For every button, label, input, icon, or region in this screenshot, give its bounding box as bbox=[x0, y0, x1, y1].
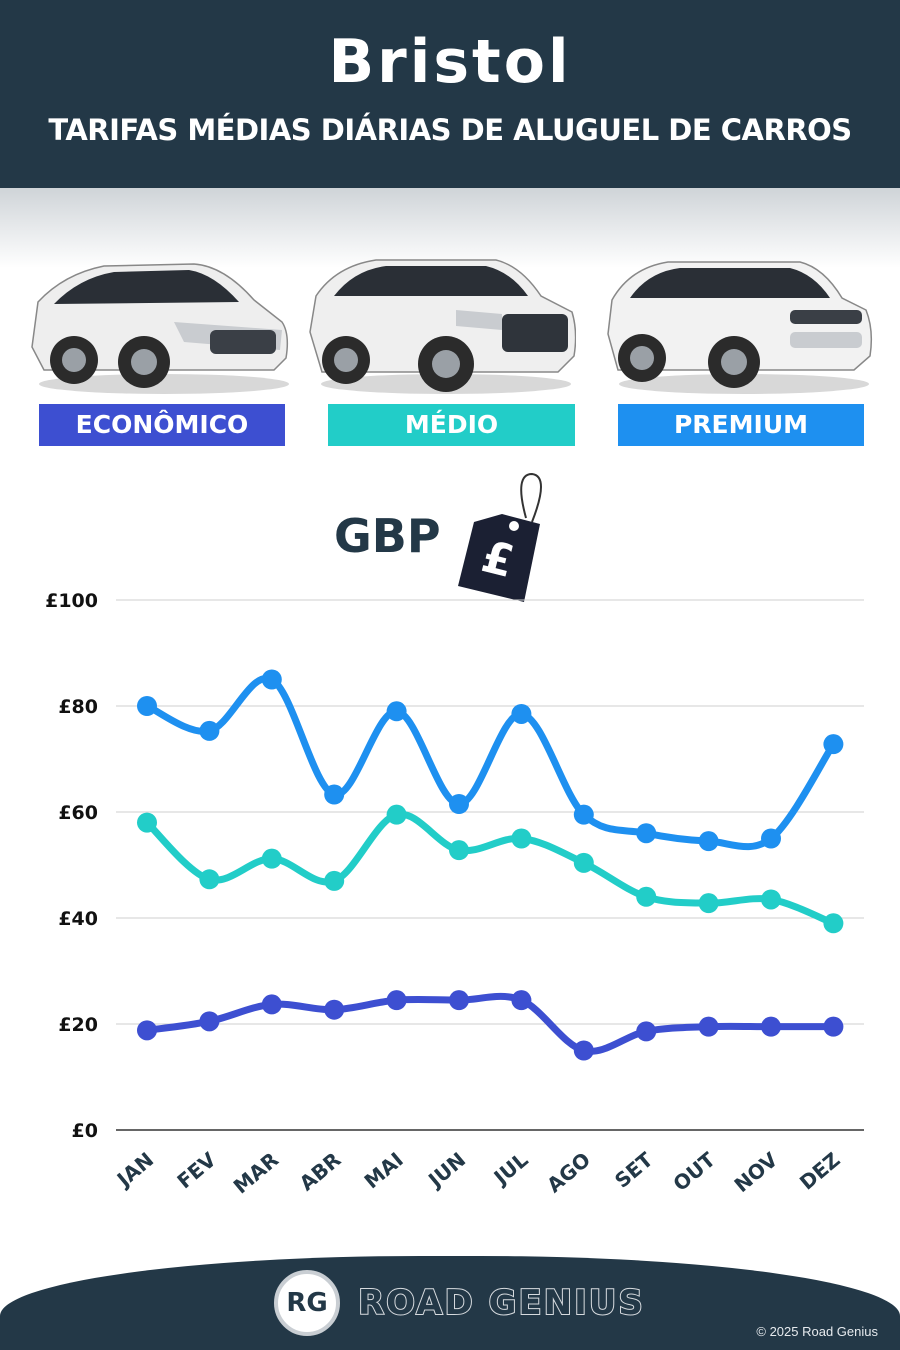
data-point-economico bbox=[386, 990, 407, 1011]
data-point-medio bbox=[511, 828, 532, 849]
data-point-premium bbox=[324, 784, 345, 805]
page-title: Bristol bbox=[328, 27, 572, 97]
y-tick-label: £80 bbox=[58, 696, 98, 718]
currency-label: GBP bbox=[334, 509, 441, 563]
brand-name: ROAD GENIUS bbox=[357, 1282, 645, 1324]
x-tick-label: FEV bbox=[172, 1147, 221, 1193]
x-tick-label: DEZ bbox=[795, 1147, 845, 1194]
data-point-medio bbox=[573, 852, 594, 873]
data-point-premium bbox=[386, 701, 407, 722]
data-point-economico bbox=[324, 999, 345, 1020]
x-tick-label: OUT bbox=[668, 1147, 720, 1196]
data-point-economico bbox=[636, 1021, 657, 1042]
series-line-premium bbox=[143, 674, 837, 851]
data-point-premium bbox=[823, 734, 844, 755]
data-point-economico bbox=[761, 1016, 781, 1037]
hatchback-car-image bbox=[31, 263, 289, 394]
y-tick-label: £20 bbox=[58, 1014, 98, 1036]
data-point-medio bbox=[823, 913, 844, 934]
category-premium-label: PREMIUM bbox=[618, 404, 864, 446]
footer: RG ROAD GENIUS © 2025 Road Genius bbox=[0, 1256, 900, 1350]
x-tick-label: MAI bbox=[360, 1147, 408, 1193]
data-point-premium bbox=[698, 831, 719, 852]
data-point-economico bbox=[261, 994, 282, 1015]
data-point-medio bbox=[698, 893, 719, 914]
data-point-economico bbox=[823, 1016, 844, 1037]
series-line-medio bbox=[143, 810, 837, 927]
x-tick-label: ABR bbox=[295, 1147, 346, 1195]
data-point-premium bbox=[261, 669, 282, 690]
x-tick-label: SET bbox=[610, 1147, 658, 1192]
data-point-medio bbox=[761, 889, 781, 910]
data-point-premium bbox=[511, 703, 532, 724]
line-chart: £0 £20 £40 £60 £80 £100 JAN FEV MAR ABR MAI JUN JUL… bbox=[45, 590, 864, 1198]
data-point-economico bbox=[573, 1040, 594, 1061]
data-point-premium bbox=[449, 794, 469, 815]
data-point-premium bbox=[636, 823, 657, 844]
x-tick-label: NOV bbox=[729, 1147, 782, 1197]
price-tag-icon: £ bbox=[458, 472, 542, 602]
data-point-medio bbox=[636, 886, 657, 907]
category-medio-label: MÉDIO bbox=[328, 404, 575, 446]
y-tick-label: £100 bbox=[45, 590, 98, 612]
y-tick-label: £0 bbox=[72, 1120, 98, 1142]
road-genius-logo: RG bbox=[274, 1270, 340, 1336]
header: Bristol TARIFAS MÉDIAS DIÁRIAS DE ALUGUE… bbox=[0, 0, 900, 188]
data-point-economico bbox=[511, 990, 532, 1011]
data-point-medio bbox=[199, 869, 220, 890]
data-point-economico bbox=[199, 1011, 220, 1032]
data-point-premium bbox=[199, 720, 220, 741]
x-tick-label: JUN bbox=[422, 1147, 470, 1193]
header-shadow bbox=[0, 188, 900, 268]
page-subtitle: TARIFAS MÉDIAS DIÁRIAS DE ALUGUEL DE CAR… bbox=[48, 113, 852, 147]
category-economico-label: ECONÔMICO bbox=[39, 404, 285, 446]
data-point-premium bbox=[761, 828, 781, 849]
data-point-medio bbox=[449, 840, 469, 861]
x-tick-label: JAN bbox=[111, 1147, 158, 1192]
copyright: © 2025 Road Genius bbox=[756, 1324, 878, 1339]
data-point-premium bbox=[573, 804, 594, 825]
data-point-economico bbox=[137, 1020, 157, 1041]
data-point-economico bbox=[698, 1016, 719, 1037]
x-tick-label: JUL bbox=[488, 1147, 533, 1190]
premium-suv-car-image bbox=[607, 261, 873, 394]
y-tick-label: £60 bbox=[58, 802, 98, 824]
data-point-medio bbox=[324, 870, 345, 891]
y-tick-label: £40 bbox=[58, 908, 98, 930]
suv-car-image bbox=[309, 259, 576, 394]
data-point-medio bbox=[261, 848, 282, 869]
data-point-medio bbox=[386, 804, 407, 825]
x-tick-label: MAR bbox=[229, 1147, 283, 1198]
x-tick-label: AGO bbox=[542, 1147, 595, 1197]
data-point-economico bbox=[449, 990, 469, 1011]
data-point-medio bbox=[137, 812, 157, 833]
data-point-premium bbox=[137, 696, 157, 716]
